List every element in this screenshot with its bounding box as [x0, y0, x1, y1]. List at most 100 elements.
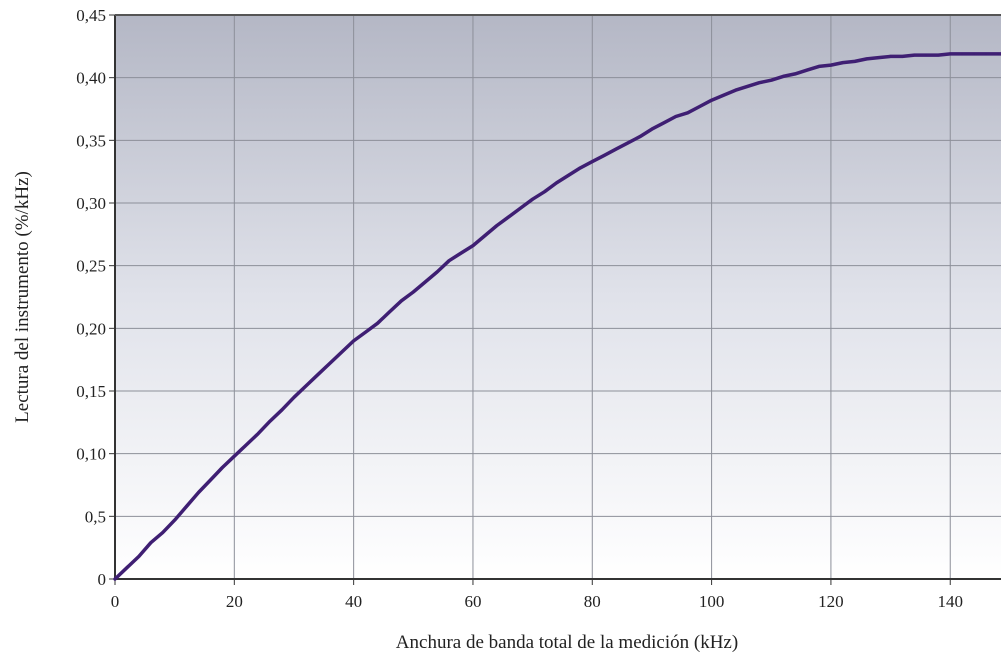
y-tick-label: 0: [98, 570, 107, 589]
x-axis-title: Anchura de banda total de la medición (k…: [396, 632, 738, 653]
x-tick-label: 40: [345, 592, 362, 611]
data-point: [579, 167, 582, 169]
data-point: [842, 61, 844, 64]
data-point: [138, 555, 140, 558]
data-point: [675, 115, 677, 118]
y-tick-label: 0,35: [76, 131, 106, 150]
data-point: [651, 128, 653, 130]
data-point: [854, 60, 856, 63]
data-point: [221, 466, 224, 469]
data-point: [400, 300, 403, 302]
data-point: [460, 252, 462, 254]
data-point: [949, 53, 951, 55]
data-point: [973, 53, 975, 55]
data-point: [567, 174, 570, 177]
data-point: [173, 519, 176, 521]
data-point: [197, 491, 200, 494]
y-tick-label: 0,25: [76, 257, 106, 276]
tick-labels: 0 20 40 60 80 100 120 140 0 0,5 0,10 0,15 0,20 0,25 0,…: [76, 6, 963, 611]
data-point: [376, 322, 379, 325]
data-point: [818, 65, 820, 68]
y-tick-label: 0,30: [76, 194, 106, 213]
y-tick-label: 0,20: [76, 319, 106, 338]
data-point: [961, 53, 963, 55]
data-point: [865, 58, 868, 60]
data-point: [293, 396, 295, 399]
data-point: [877, 56, 880, 59]
series-layer: [113, 52, 1001, 581]
x-tick-label: 80: [584, 592, 601, 611]
data-point: [209, 479, 212, 481]
data-point: [424, 281, 427, 283]
data-point: [937, 54, 940, 56]
axes: [109, 14, 1001, 585]
data-point: [305, 385, 307, 387]
data-point: [484, 234, 486, 237]
data-point: [233, 455, 236, 458]
grid: [115, 14, 1001, 579]
data-point: [281, 409, 283, 411]
data-point: [698, 105, 701, 108]
data-point: [663, 122, 665, 124]
data-point: [925, 54, 928, 56]
data-point: [782, 75, 784, 78]
data-point: [519, 207, 522, 209]
data-point: [150, 541, 152, 544]
data-point: [269, 420, 271, 422]
data-point: [770, 79, 773, 81]
data-point: [758, 81, 761, 84]
data-point: [388, 311, 391, 313]
data-point: [114, 578, 116, 580]
data-point: [364, 331, 367, 333]
data-point: [185, 505, 188, 508]
data-point: [746, 85, 749, 88]
y-tick-label: 0,15: [76, 382, 106, 401]
data-point: [639, 135, 641, 138]
data-point: [508, 216, 510, 218]
data-point: [317, 373, 319, 376]
x-tick-label: 100: [699, 592, 725, 611]
plot-area: [115, 15, 1001, 579]
data-point: [245, 444, 248, 446]
series-line: [113, 52, 1001, 581]
data-point: [997, 53, 999, 55]
data-point: [340, 351, 343, 353]
data-point: [686, 112, 689, 114]
data-point: [889, 55, 892, 58]
data-point: [710, 99, 713, 101]
data-point: [985, 53, 987, 55]
x-tick-label: 60: [464, 592, 481, 611]
data-point: [161, 531, 164, 534]
y-tick-label: 0,5: [85, 507, 106, 526]
data-point: [615, 148, 617, 150]
data-point: [913, 54, 916, 56]
data-point: [412, 291, 415, 293]
data-point: [603, 154, 605, 157]
data-point: [531, 198, 534, 200]
y-tick-label: 0,10: [76, 445, 106, 464]
data-point: [591, 160, 594, 163]
data-point: [126, 566, 128, 569]
x-tick-label: 20: [226, 592, 243, 611]
y-tick-label: 0,40: [76, 69, 106, 88]
data-point: [352, 340, 355, 342]
data-point: [806, 69, 808, 71]
y-tick-label: 0,45: [76, 6, 106, 25]
data-point: [448, 259, 450, 262]
data-point: [257, 432, 260, 435]
data-point: [436, 271, 439, 273]
data-point: [734, 89, 737, 91]
data-point: [496, 224, 498, 227]
data-point: [472, 244, 474, 247]
data-point: [627, 142, 629, 144]
data-point: [722, 94, 725, 96]
data-point: [555, 182, 558, 184]
x-tick-label: 120: [818, 592, 844, 611]
data-point: [543, 190, 546, 193]
x-tick-label: 140: [937, 592, 963, 611]
y-axis-title: Lectura del instrumento (%/kHz): [12, 171, 33, 423]
data-point: [830, 64, 832, 66]
data-point: [901, 55, 904, 58]
data-point: [329, 362, 331, 365]
